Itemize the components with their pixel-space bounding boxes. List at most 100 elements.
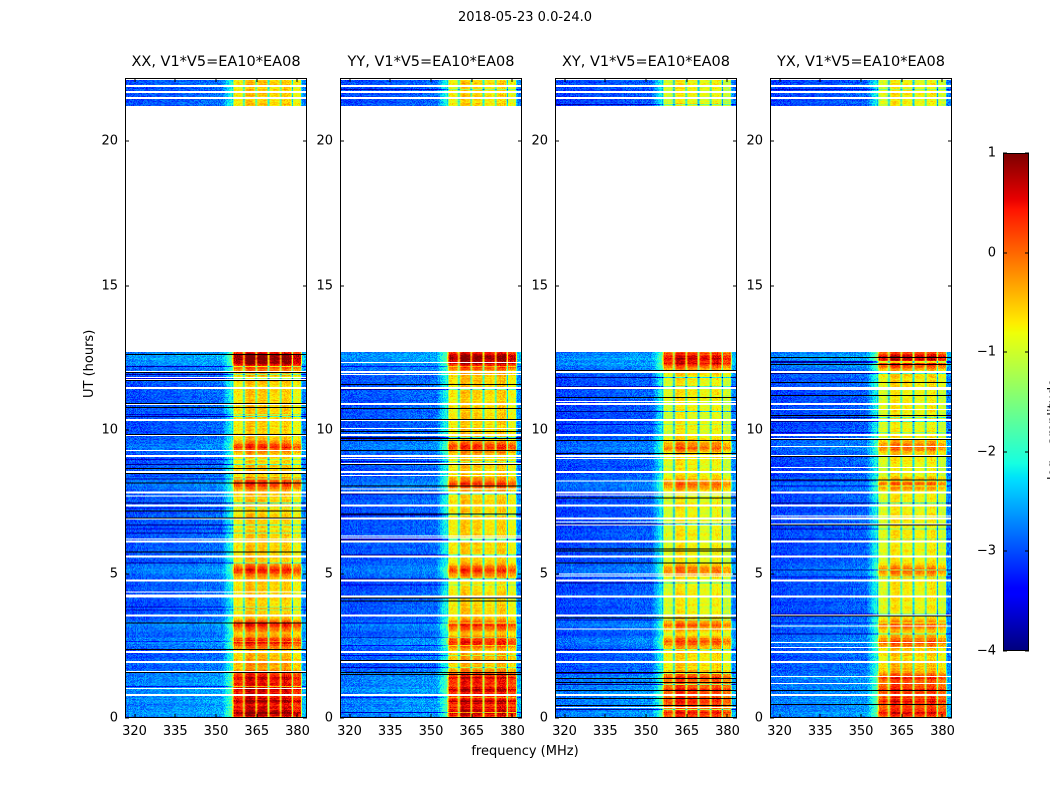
x-tick-mark — [256, 714, 258, 718]
y-tick-mark — [125, 429, 129, 431]
colorbar-label: log10 amplitude — [1046, 379, 1050, 480]
x-tick-mark-top — [471, 78, 473, 82]
y-tick-label: 20 — [531, 133, 548, 149]
x-tick-mark-top — [134, 78, 135, 82]
colorbar-tick-label: −2 — [976, 444, 996, 460]
x-tick-mark-top — [215, 78, 217, 82]
axes-xy[interactable] — [555, 78, 737, 718]
panel-xx: XX, V1*V5=EA10*EA08 0 5 10 15 20 320 335 350 365… — [101, 54, 309, 739]
y-tick-mark-right — [733, 429, 737, 431]
x-tick-mark-top — [564, 78, 565, 82]
y-tick-mark — [555, 140, 559, 142]
x-tick-label: 350 — [203, 724, 229, 739]
axes-yy[interactable] — [340, 78, 522, 718]
x-tick-mark-top — [174, 78, 176, 82]
colorbar[interactable]: 1 0 −1 −2 −3 −4 — [977, 146, 1029, 659]
y-tick-mark — [340, 140, 344, 142]
panel-yy: YY, V1*V5=EA10*EA08 0 5 10 15 20 320 335 350 365… — [316, 54, 524, 739]
colorbar-tick-label: −3 — [976, 543, 996, 559]
x-tick-label: 320 — [122, 724, 147, 739]
y-tick-label: 20 — [746, 133, 763, 149]
x-tick-mark — [779, 714, 780, 718]
x-tick-label: 335 — [592, 724, 618, 739]
y-tick-mark — [555, 573, 559, 575]
y-tick-mark-right — [303, 717, 307, 719]
y-tick-mark-right — [518, 717, 522, 719]
y-tick-mark-right — [518, 285, 522, 287]
x-tick-mark-top — [645, 78, 647, 82]
colorbar-tick-label: 0 — [987, 245, 996, 261]
axes-xx[interactable] — [125, 78, 307, 718]
x-tick-mark-top — [389, 78, 391, 82]
panel-xy: XY, V1*V5=EA10*EA08 0 5 10 15 20 320 335 350 365… — [531, 54, 739, 739]
y-tick-label: 10 — [531, 422, 548, 438]
x-tick-mark-top — [349, 78, 350, 82]
y-tick-mark — [770, 429, 774, 431]
x-tick-mark — [349, 714, 350, 718]
y-tick-mark — [125, 717, 129, 719]
y-tick-mark-right — [948, 140, 952, 142]
colorbar-tick-mark — [1003, 351, 1007, 353]
x-tick-label: 380 — [500, 724, 525, 739]
y-tick-mark-right — [733, 717, 737, 719]
y-tick-label: 15 — [101, 278, 118, 294]
x-tick-label: 350 — [418, 724, 444, 739]
y-tick-mark-right — [948, 285, 952, 287]
y-tick-mark-right — [733, 140, 737, 142]
x-tick-mark-top — [941, 78, 943, 82]
y-tick-mark-right — [518, 140, 522, 142]
colorbar-label-prefix: log — [1046, 460, 1050, 480]
x-tick-mark-top — [604, 78, 606, 82]
panel-yx: YX, V1*V5=EA10*EA08 0 5 10 15 20 320 335 350 365… — [746, 54, 954, 739]
x-tick-mark-top — [726, 78, 728, 82]
spectrogram-yx — [771, 79, 951, 717]
x-tick-label: 335 — [807, 724, 833, 739]
y-tick-label: 15 — [746, 278, 763, 294]
colorbar-tick-mark-right — [1025, 152, 1029, 154]
x-tick-mark-top — [860, 78, 862, 82]
panel-title-xy: XY, V1*V5=EA10*EA08 — [561, 54, 730, 70]
x-tick-mark-top — [779, 78, 780, 82]
spectrogram-xx — [126, 79, 306, 717]
y-tick-label: 5 — [109, 566, 118, 582]
y-tick-mark — [125, 140, 129, 142]
axes-yx[interactable] — [770, 78, 952, 718]
colorbar-tick-label: −4 — [976, 643, 996, 659]
x-tick-mark — [215, 714, 217, 718]
x-tick-mark-top — [256, 78, 258, 82]
x-tick-label: 335 — [162, 724, 188, 739]
panel-title-yx: YX, V1*V5=EA10*EA08 — [776, 54, 945, 70]
x-tick-label: 380 — [285, 724, 310, 739]
y-tick-mark-right — [733, 573, 737, 575]
x-axis-label: frequency (MHz) — [471, 744, 579, 759]
x-tick-mark — [645, 714, 647, 718]
x-tick-mark-top — [511, 78, 513, 82]
x-tick-mark — [901, 714, 903, 718]
x-tick-label: 365 — [674, 724, 700, 739]
y-tick-mark-right — [303, 573, 307, 575]
x-tick-mark — [134, 714, 135, 718]
x-tick-mark — [726, 714, 728, 718]
y-tick-mark-right — [948, 429, 952, 431]
x-tick-label: 350 — [633, 724, 659, 739]
y-tick-label: 5 — [324, 566, 333, 582]
colorbar-tick-label: 1 — [987, 145, 996, 161]
x-tick-mark-top — [901, 78, 903, 82]
x-tick-mark — [174, 714, 176, 718]
x-tick-label: 320 — [552, 724, 577, 739]
x-tick-label: 320 — [767, 724, 792, 739]
y-tick-label: 10 — [746, 422, 763, 438]
colorbar-tick-label: −1 — [976, 344, 996, 360]
x-tick-mark — [471, 714, 473, 718]
y-tick-mark-right — [303, 429, 307, 431]
y-tick-mark — [125, 573, 129, 575]
x-tick-label: 350 — [848, 724, 874, 739]
colorbar-label-suffix: amplitude — [1046, 378, 1050, 445]
colorbar-tick-mark — [1003, 451, 1007, 453]
y-tick-mark — [770, 717, 774, 719]
y-tick-mark — [340, 429, 344, 431]
y-tick-label: 0 — [539, 710, 548, 726]
x-tick-mark — [941, 714, 943, 718]
y-tick-mark-right — [303, 285, 307, 287]
